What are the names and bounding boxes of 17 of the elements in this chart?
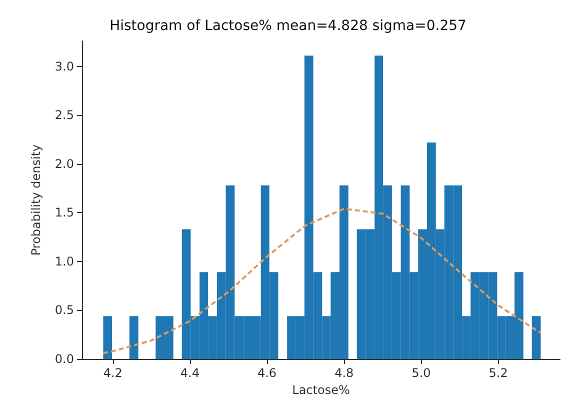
x-tick-label: 4.2 xyxy=(103,366,122,380)
y-tick-label: 0.5 xyxy=(54,303,74,318)
y-tick-label: 3.0 xyxy=(54,59,74,74)
y-tick-label: 0.0 xyxy=(54,352,74,366)
x-axis-title: Lactose% xyxy=(292,382,350,397)
y-tick-label: 1.0 xyxy=(54,254,74,268)
x-tick-label: 4.4 xyxy=(180,366,200,380)
x-tick-label: 4.6 xyxy=(257,366,277,380)
x-tick-label: 5.2 xyxy=(488,366,508,380)
x-tick-label: 4.8 xyxy=(334,366,354,380)
line-series xyxy=(102,208,542,354)
x-tick-label: 5.0 xyxy=(412,366,431,380)
chart-title: Histogram of Lactose% mean=4.828 sigma=0.257 xyxy=(110,18,466,34)
y-tick-label: 2.5 xyxy=(54,108,74,122)
y-tick-label: 1.5 xyxy=(54,206,74,220)
y-tick-label: 2.0 xyxy=(54,156,74,171)
y-axis-title: Probability density xyxy=(29,144,43,256)
